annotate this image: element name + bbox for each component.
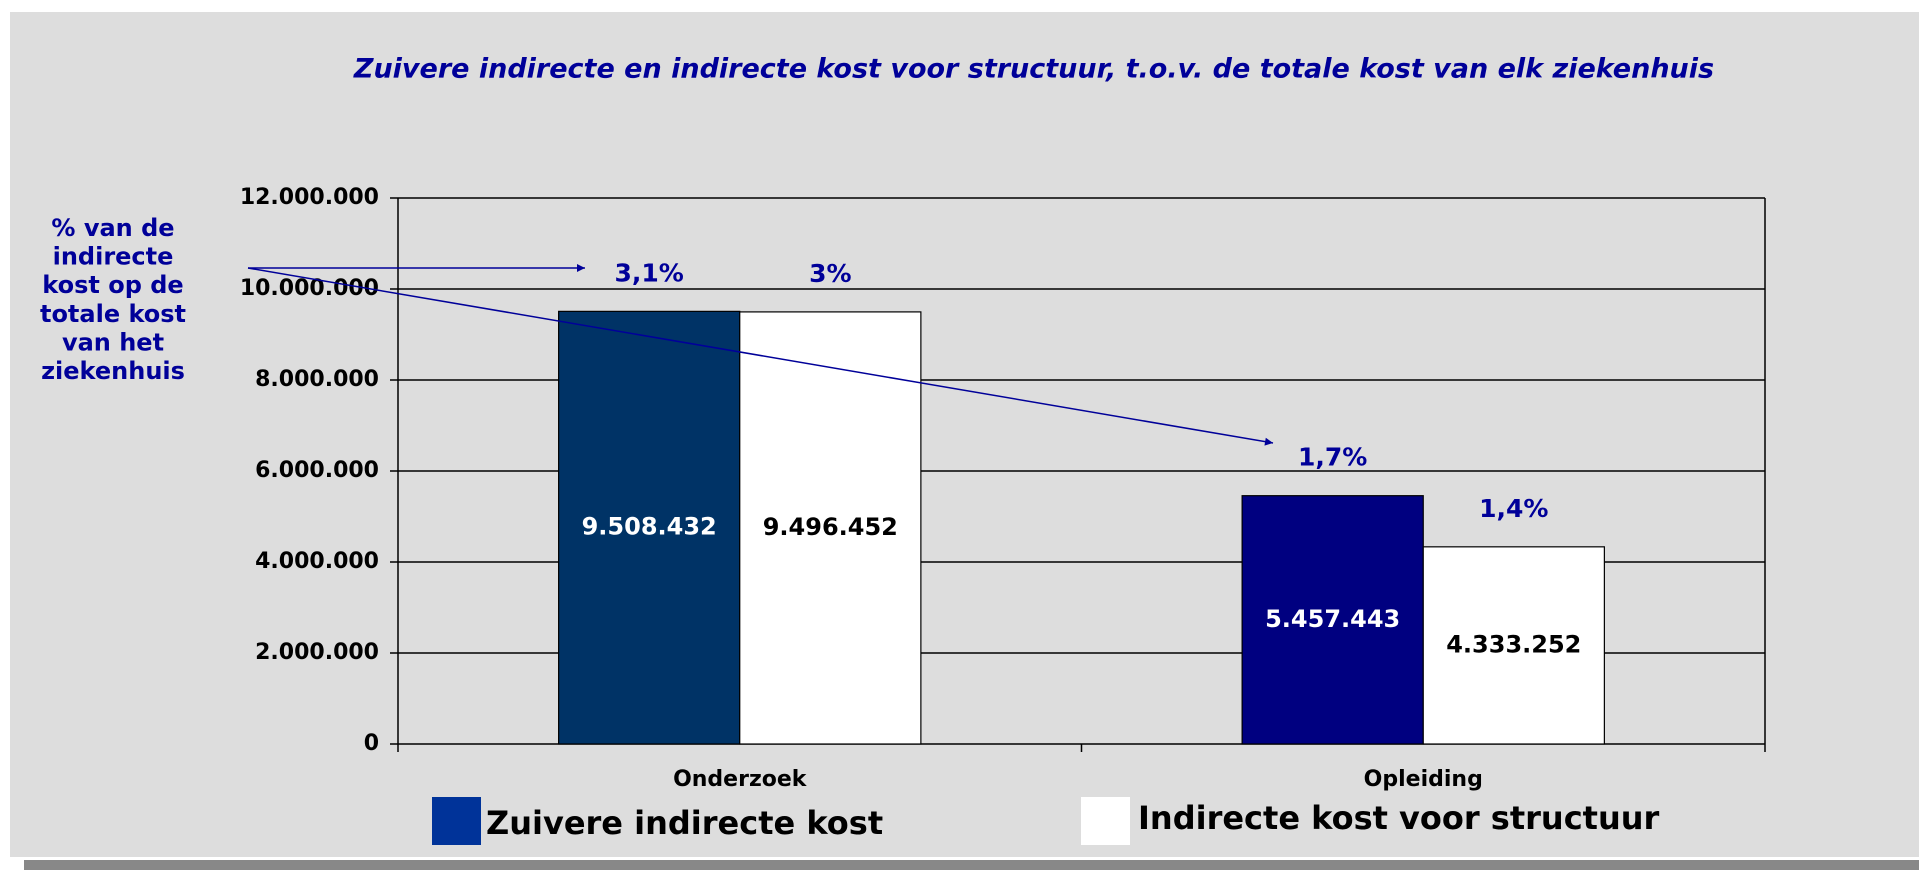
- side-note-line: ziekenhuis: [41, 357, 185, 385]
- side-note-line: kost op de: [42, 271, 183, 299]
- bar: [558, 310, 741, 745]
- side-note-line: van het: [62, 328, 164, 356]
- legend-swatch: [1081, 797, 1130, 845]
- y-tick-label: 8.000.000: [255, 367, 379, 392]
- chart-title: Zuivere indirecte en indirecte kost voor…: [353, 54, 1714, 85]
- y-tick-label: 10.000.000: [240, 276, 379, 301]
- value-label: 5.457.443: [1265, 605, 1400, 633]
- value-label: 9.508.432: [582, 513, 717, 541]
- side-note-line: indirecte: [53, 243, 174, 271]
- background: [10, 12, 1919, 857]
- plot: 0 2.000.000 4.000.000 6.000.000 8.000.000 10.…: [240, 185, 1766, 792]
- y-tick-label: 0: [364, 731, 379, 756]
- x-tick-label: Opleiding: [1364, 767, 1483, 792]
- y-tick-label: 2.000.000: [255, 640, 379, 665]
- x-tick-label: Onderzoek: [673, 767, 808, 792]
- side-note-line: totale kost: [40, 300, 186, 328]
- annotation: 3,1%: [615, 258, 684, 287]
- annotation: 1,7%: [1298, 443, 1367, 472]
- bar: [1241, 495, 1424, 745]
- shadow: [24, 860, 1919, 870]
- annotation: 3%: [809, 259, 851, 288]
- legend-label: Indirecte kost voor structuur: [1138, 799, 1660, 837]
- y-tick-label: 6.000.000: [255, 458, 379, 483]
- legend-swatch: [432, 797, 481, 845]
- y-tick-label: 12.000.000: [240, 185, 379, 210]
- bar: [1422, 546, 1605, 745]
- value-label: 4.333.252: [1446, 630, 1581, 658]
- arrow: [247, 267, 1274, 446]
- legend-label: Zuivere indirecte kost: [486, 804, 883, 842]
- side-note-line: % van de: [51, 214, 174, 242]
- annotation: 1,4%: [1479, 494, 1548, 523]
- value-label: 9.496.452: [763, 513, 898, 541]
- y-tick-label: 4.000.000: [255, 549, 379, 574]
- bar: [739, 311, 922, 745]
